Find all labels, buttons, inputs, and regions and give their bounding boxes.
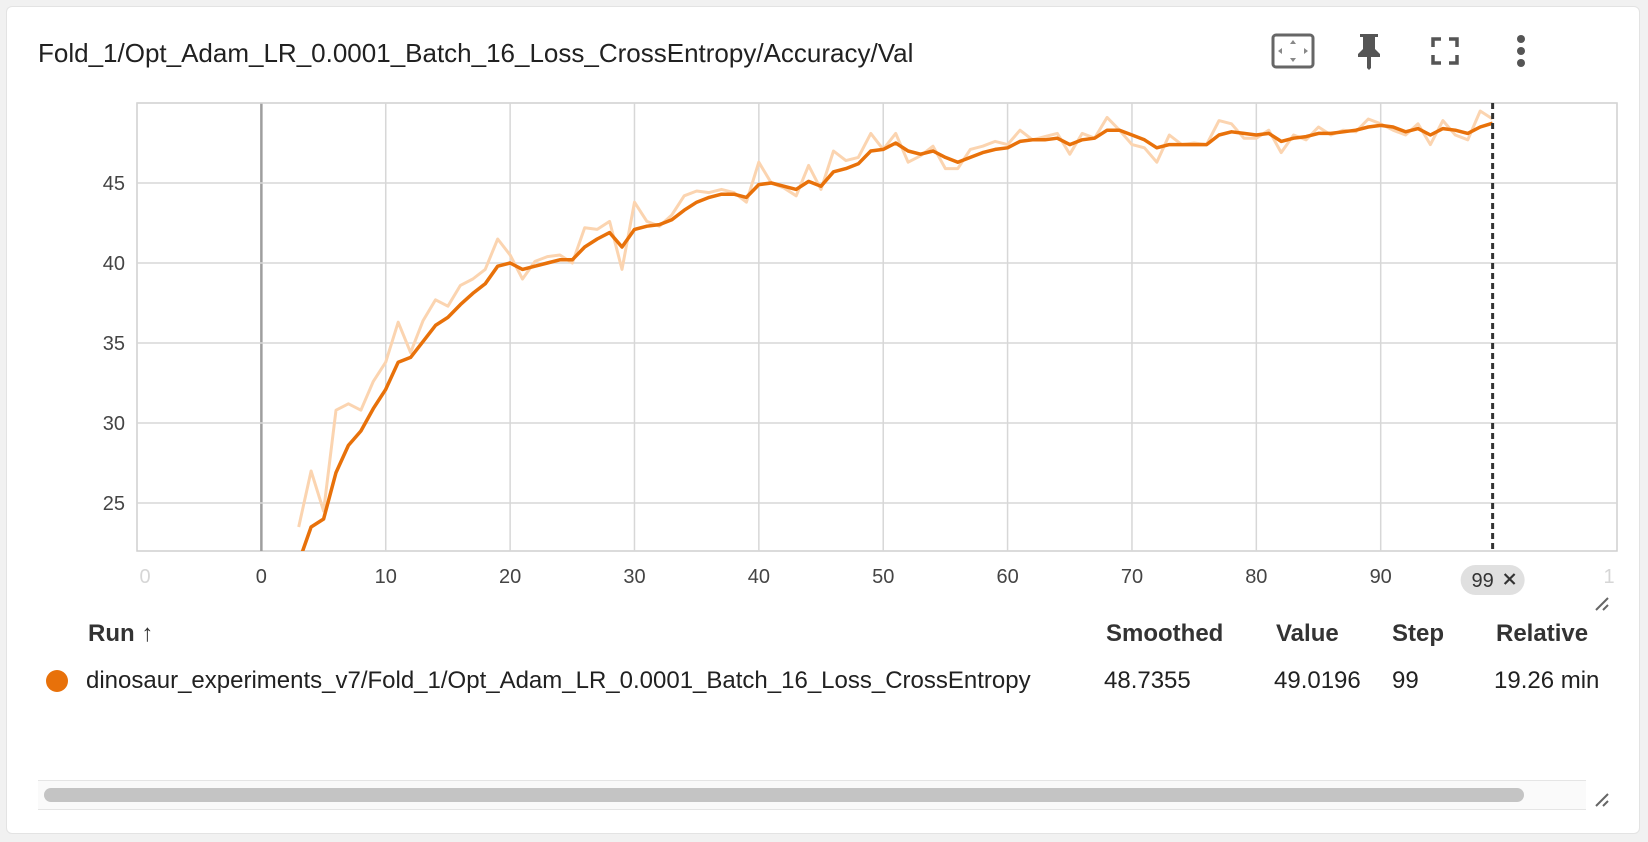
x-tick-label: 30 [623,566,645,588]
scrollbar-thumb[interactable] [44,788,1524,802]
step-cursor-badge [1460,565,1525,595]
x-tick-label: 70 [1121,566,1143,588]
column-header-smoothed: Smoothed [1106,620,1224,647]
column-header-value: Value [1276,620,1339,647]
table-resize-handle[interactable] [1592,790,1610,808]
x-tick-label: 50 [872,566,894,588]
fit-domain-icon[interactable] [1268,28,1318,74]
x-tick-label-faint: 0 [139,566,150,588]
column-header-relative: Relative [1496,620,1589,647]
run-name: dinosaur_experiments_v7/Fold_1/Opt_Adam_… [86,667,1031,694]
y-tick-label: 40 [103,253,125,275]
column-header-run[interactable]: Run ↑ [88,620,154,647]
x-tick-label: 40 [748,566,770,588]
x-tick-label: 90 [1370,566,1392,588]
column-header-step: Step [1392,620,1445,647]
cell-relative: 19.26 min [1494,667,1600,694]
y-tick-label: 45 [103,173,125,195]
fullscreen-icon[interactable] [1422,28,1468,74]
horizontal-scrollbar[interactable] [38,780,1586,810]
more-vert-icon[interactable] [1498,28,1544,74]
step-cursor-label: 99 [1472,570,1494,592]
y-tick-label: 30 [103,413,125,435]
x-tick-label: 60 [996,566,1018,588]
cell-value: 49.0196 [1274,667,1361,694]
x-tick-label: 80 [1245,566,1267,588]
raw-series-line [297,109,1494,528]
cell-smoothed: 48.7355 [1104,667,1191,694]
x-tick-label: 10 [375,566,397,588]
chart-resize-handle[interactable] [1592,594,1610,612]
y-tick-label: 25 [103,493,125,515]
y-tick-label: 35 [103,333,125,355]
close-icon [1503,573,1516,585]
line-chart[interactable]: 0 10 20 30 40 50 60 70 80 90 0 1 25 30 35 40 45 99 [0,0,1648,600]
plot-area [136,102,1618,552]
x-tick-label: 20 [499,566,521,588]
cell-step: 99 [1392,667,1419,694]
card-title: Fold_1/Opt_Adam_LR_0.0001_Batch_16_Loss_… [38,38,914,68]
smoothed-series-line [300,121,1494,551]
run-color-dot [46,670,68,692]
x-tick-label: 0 [256,566,267,588]
x-tick-label-faint: 1 [1603,566,1614,588]
pin-icon[interactable] [1346,28,1392,74]
